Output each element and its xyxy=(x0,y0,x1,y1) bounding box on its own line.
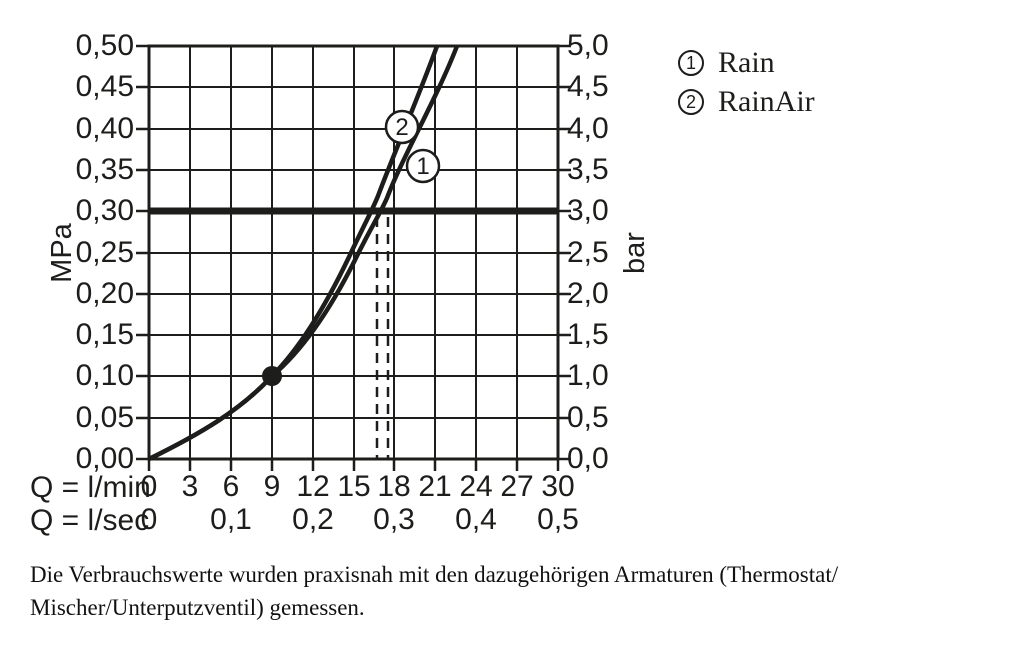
y-tick-mpa: 0,50 xyxy=(75,29,134,62)
legend-2-circle-icon: 2 xyxy=(678,89,704,115)
x-tick-lmin: 6 xyxy=(222,470,240,503)
legend-item-rain: 1 Rain xyxy=(678,46,775,80)
x-tick-lmin: 3 xyxy=(181,470,199,503)
measurement-dot xyxy=(262,366,282,386)
y-tick-mpa: 0,40 xyxy=(75,112,134,145)
y-tick-bar: 1,5 xyxy=(567,318,609,351)
x-tick-lmin: 27 xyxy=(500,470,534,503)
y-tick-mpa: 0,45 xyxy=(75,70,134,103)
caption-text: Die Verbrauchswerte wurden praxisnah mit… xyxy=(30,558,990,624)
y-tick-bar: 5,0 xyxy=(567,29,609,62)
y-tick-bar: 0,5 xyxy=(567,401,609,434)
y-axis-title-bar: bar xyxy=(619,232,651,274)
y-tick-mpa: 0,20 xyxy=(75,277,134,310)
y-tick-bar: 4,0 xyxy=(567,112,609,145)
curve-2-marker-icon: 2 xyxy=(384,109,420,145)
x-tick-lmin: 0 xyxy=(140,470,158,503)
curve-2-label: 2 xyxy=(395,114,408,141)
y-tick-mpa: 0,35 xyxy=(75,153,134,186)
y-tick-bar: 2,5 xyxy=(567,236,609,269)
x-axis-title-lmin: Q = l/min xyxy=(30,471,151,504)
y-tick-bar: 3,0 xyxy=(567,194,609,227)
y-tick-bar: 0,0 xyxy=(567,442,609,475)
x-axis-title-lsec: Q = l/sec xyxy=(30,504,150,537)
dashed-drop-lines xyxy=(375,217,390,459)
x-tick-lmin: 15 xyxy=(337,470,371,503)
caption-line-1: Die Verbrauchswerte wurden praxisnah mit… xyxy=(30,562,839,587)
x-tick-lmin: 12 xyxy=(296,470,330,503)
curve-1-marker-icon: 1 xyxy=(405,148,441,184)
caption-line-2: Mischer/Unterputzventil) gemessen. xyxy=(30,595,365,620)
y-tick-mpa: 0,25 xyxy=(75,236,134,269)
legend-rain-label: Rain xyxy=(718,46,775,79)
legend-item-rainair: 2 RainAir xyxy=(678,85,815,119)
x-tick-lsec: 0,1 xyxy=(210,503,252,536)
x-tick-lmin: 24 xyxy=(459,470,493,503)
y-tick-mpa: 0,00 xyxy=(75,442,134,475)
x-tick-lsec: 0,2 xyxy=(292,503,334,536)
x-tick-lmin: 18 xyxy=(377,470,411,503)
y-tick-bar: 4,5 xyxy=(567,70,609,103)
y-tick-mpa: 0,30 xyxy=(75,194,134,227)
y-tick-mpa: 0,15 xyxy=(75,318,134,351)
axis-ticks xyxy=(136,44,571,471)
y-axis-title-mpa: MPa xyxy=(46,223,78,283)
curve-1-label: 1 xyxy=(416,153,429,180)
plot-border xyxy=(147,44,560,461)
x-tick-lsec: 0,3 xyxy=(373,503,415,536)
x-tick-lsec: 0,4 xyxy=(455,503,497,536)
x-tick-lsec: 0,5 xyxy=(537,503,579,536)
x-tick-lmin: 21 xyxy=(418,470,452,503)
y-tick-bar: 2,0 xyxy=(567,277,609,310)
curve-rain xyxy=(148,45,460,462)
y-tick-mpa: 0,05 xyxy=(75,401,134,434)
y-tick-bar: 3,5 xyxy=(567,153,609,186)
x-tick-lsec: 0 xyxy=(140,503,158,536)
legend-1-circle-icon: 1 xyxy=(678,50,704,76)
y-tick-bar: 1,0 xyxy=(567,359,609,392)
x-tick-lmin: 30 xyxy=(541,470,575,503)
x-tick-lmin: 9 xyxy=(263,470,281,503)
legend-rainair-label: RainAir xyxy=(718,85,815,118)
y-tick-mpa: 0,10 xyxy=(75,359,134,392)
